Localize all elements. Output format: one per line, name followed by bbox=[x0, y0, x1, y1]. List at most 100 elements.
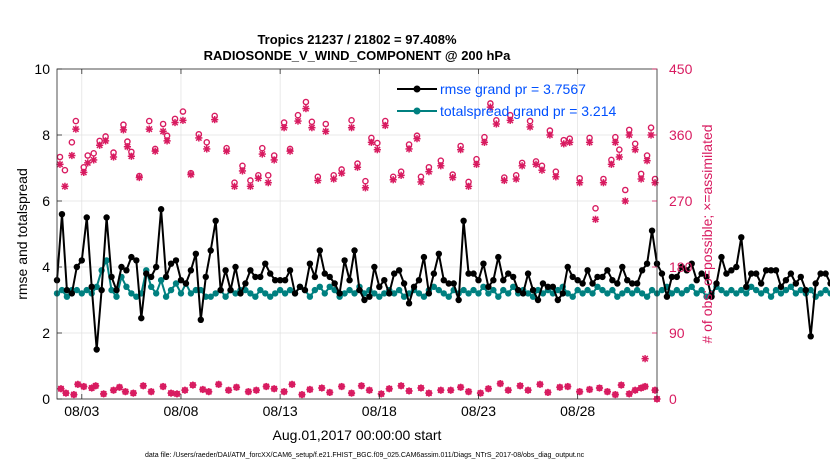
rmse-point bbox=[371, 263, 378, 271]
star-stroke bbox=[92, 382, 99, 390]
totalspread-point bbox=[698, 286, 705, 294]
obs-assimilated-point bbox=[631, 146, 639, 154]
totalspread-point bbox=[306, 293, 314, 300]
obs-possible-point bbox=[68, 139, 76, 146]
star-stroke bbox=[457, 146, 464, 153]
star-stroke bbox=[538, 166, 546, 174]
star-stroke bbox=[631, 386, 639, 394]
obs-assimilated-point bbox=[302, 105, 310, 113]
rmse-point bbox=[123, 267, 130, 274]
legend-spread-label: totalspread grand pr = 3.214 bbox=[440, 103, 617, 119]
obs-assimilated-point bbox=[615, 153, 623, 161]
star-stroke bbox=[68, 152, 76, 159]
totalspread-point bbox=[311, 286, 319, 294]
star-stroke bbox=[233, 384, 240, 391]
star-stroke bbox=[270, 156, 278, 164]
obs-assimilated-point bbox=[347, 124, 356, 132]
totalspread-point bbox=[351, 290, 358, 297]
x-tick-label: 08/13 bbox=[263, 403, 298, 419]
totalspread-point bbox=[346, 286, 353, 294]
rmse-point bbox=[534, 296, 542, 304]
star-stroke bbox=[308, 124, 316, 131]
rmse-point bbox=[341, 257, 348, 264]
star-stroke bbox=[616, 153, 623, 161]
star-stroke bbox=[253, 386, 260, 394]
rmse-point bbox=[757, 280, 765, 287]
obs-assimilated-point bbox=[61, 182, 69, 190]
totalspread-point bbox=[673, 286, 681, 294]
rmse-point bbox=[331, 280, 338, 287]
obs-assimilated-point bbox=[109, 153, 118, 161]
obs-low-assimilated-point bbox=[576, 388, 584, 396]
x-axis-label: Aug.01,2017 00:00:00 start bbox=[273, 427, 442, 443]
rmse-point bbox=[619, 263, 626, 271]
star-stroke bbox=[265, 179, 272, 186]
rmse-point bbox=[361, 296, 368, 304]
totalspread-point bbox=[822, 286, 829, 294]
star-stroke bbox=[189, 381, 197, 389]
star-stroke bbox=[358, 382, 365, 390]
rmse-point bbox=[103, 214, 110, 221]
obs-low-assimilated-point bbox=[92, 382, 100, 390]
obs-assimilated-point bbox=[637, 175, 645, 183]
totalspread-point bbox=[777, 290, 785, 297]
totalspread-point bbox=[187, 290, 195, 297]
x-tick-label: 08/28 bbox=[560, 403, 595, 419]
star-stroke bbox=[506, 117, 514, 124]
totalspread-point bbox=[415, 290, 423, 297]
star-stroke bbox=[199, 386, 207, 393]
star-stroke bbox=[74, 381, 82, 388]
rmse-point bbox=[614, 280, 621, 287]
rmse-point bbox=[683, 267, 690, 274]
star-stroke bbox=[546, 131, 554, 139]
rmse-point bbox=[227, 286, 234, 294]
rmse-point bbox=[485, 283, 492, 290]
totalspread-point bbox=[797, 286, 805, 294]
obs-low-assimilated-point bbox=[139, 382, 147, 390]
star-stroke bbox=[397, 382, 405, 390]
rmse-point bbox=[242, 280, 249, 287]
star-stroke bbox=[368, 139, 375, 146]
obs-assimilated-point bbox=[480, 138, 489, 146]
obs-low-assimilated-point bbox=[224, 386, 233, 394]
star-stroke bbox=[518, 162, 526, 170]
obs-low-assimilated-point bbox=[417, 384, 425, 392]
y-left-tick-label: 8 bbox=[42, 127, 50, 143]
totalspread-point bbox=[321, 290, 328, 297]
totalspread-point bbox=[748, 283, 755, 290]
rmse-point bbox=[68, 290, 76, 297]
star-stroke bbox=[536, 381, 544, 388]
star-stroke bbox=[128, 153, 135, 160]
rmse-point bbox=[460, 217, 467, 224]
obs-low-assimilated-point bbox=[524, 386, 532, 394]
star-stroke bbox=[366, 386, 373, 394]
totalspread-point bbox=[475, 290, 482, 297]
rmse-point bbox=[708, 293, 715, 300]
obs-assimilated-point bbox=[532, 160, 540, 168]
rmse-point bbox=[495, 253, 502, 261]
rmse-point bbox=[271, 277, 279, 284]
rmse-point bbox=[281, 277, 289, 284]
star-stroke bbox=[61, 183, 69, 190]
totalspread-point bbox=[500, 286, 507, 294]
rmse-point bbox=[217, 286, 224, 294]
star-stroke bbox=[247, 183, 254, 190]
star-stroke bbox=[215, 381, 222, 388]
rmse-point bbox=[728, 267, 735, 274]
totalspread-point bbox=[767, 293, 775, 300]
totalspread-point bbox=[123, 283, 130, 290]
totalspread-point bbox=[738, 286, 745, 294]
obs-assimilated-point bbox=[258, 150, 266, 158]
star-stroke bbox=[397, 172, 405, 179]
rmse-point bbox=[222, 267, 229, 274]
obs-assimilated-point bbox=[90, 156, 98, 164]
totalspread-point bbox=[162, 293, 170, 300]
obs-low-assimilated-point bbox=[476, 389, 485, 397]
rmse-point bbox=[262, 260, 269, 267]
rmse-point bbox=[212, 217, 219, 224]
y-left-tick-label: 6 bbox=[42, 193, 50, 209]
rmse-point bbox=[390, 270, 398, 277]
star-stroke bbox=[354, 164, 361, 171]
obs-assimilated-point bbox=[413, 135, 421, 143]
rmse-point bbox=[827, 280, 830, 287]
